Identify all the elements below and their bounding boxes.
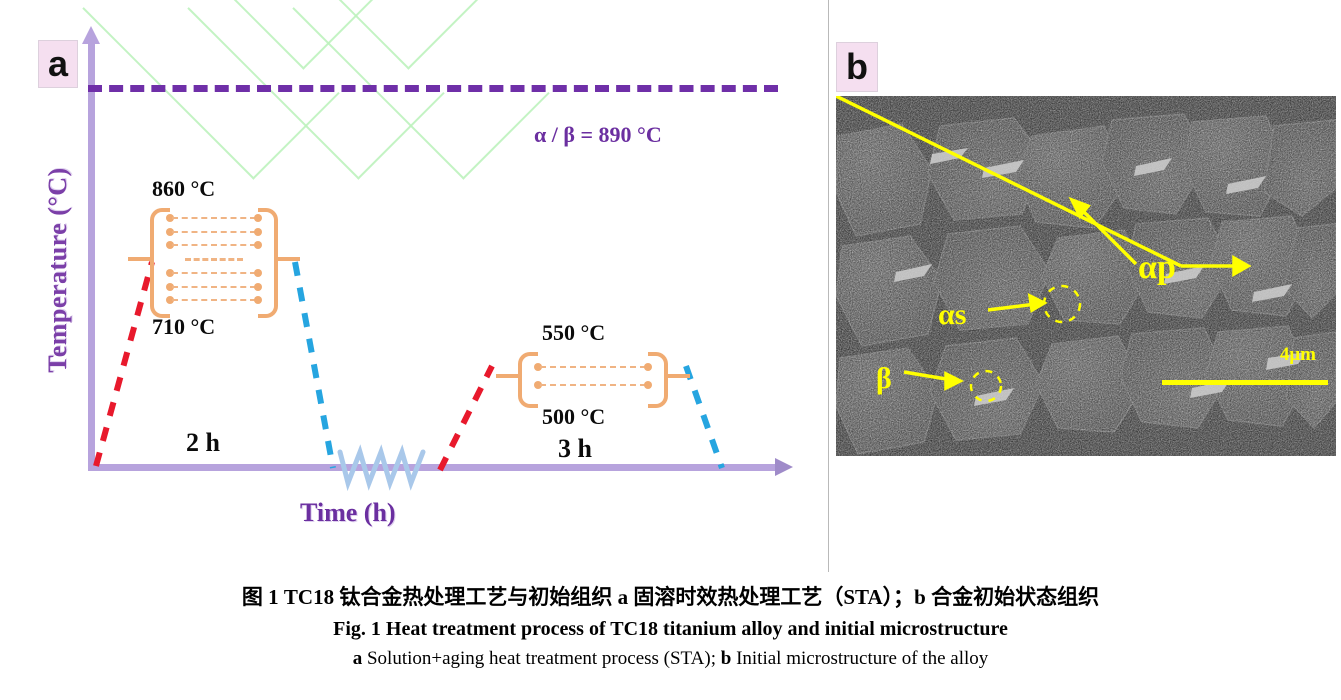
heating-ramp-1 (93, 261, 155, 467)
scale-bar-label: 4μm (1279, 344, 1316, 365)
bracket-right-stub (278, 257, 300, 261)
caption-english-title: Fig. 1 Heat treatment process of TC18 ti… (333, 618, 1008, 640)
soak-row (166, 296, 262, 305)
soak-1-temp-top: 860 °C (152, 176, 216, 201)
figure-caption: 图 1 TC18 钛合金热处理工艺与初始组织 a 固溶时效热处理工艺（STA）；… (0, 580, 1341, 673)
scale-bar-line (1162, 380, 1328, 385)
heating-ramp-2 (437, 364, 495, 472)
soak-row (166, 282, 262, 291)
beta-label: β (876, 362, 892, 395)
caption-sub-b-tag: b (720, 648, 732, 669)
soak-2-hold-duration: 3 h (558, 434, 592, 463)
caption-sub-b-text: Initial microstructure of the alloy (731, 648, 989, 669)
soak-row (166, 241, 262, 250)
bracket-left-edge (518, 352, 538, 408)
process-curve-svg (93, 261, 725, 492)
panel-b-tag: b (836, 42, 878, 92)
caption-sub-a-tag: a (352, 648, 363, 669)
time-break-spring-icon (337, 444, 426, 492)
beta-transus-label: α / β = 890 °C (534, 122, 662, 147)
y-axis (88, 40, 95, 470)
beta-marker-circle (969, 369, 1003, 403)
soak-row-middle (166, 255, 262, 263)
x-axis (88, 464, 778, 471)
caption-chinese: 图 1 TC18 钛合金热处理工艺与初始组织 a 固溶时效热处理工艺（STA）；… (241, 585, 1100, 609)
soak-row (534, 381, 652, 390)
x-axis-arrow-icon (775, 458, 793, 476)
sem-image: αp αs β 4μm (836, 96, 1336, 456)
soak-row (166, 268, 262, 277)
soak-2-temp-top: 550 °C (542, 320, 606, 345)
x-axis-label: Time (h) (300, 498, 396, 527)
panel-a-tag: a (38, 40, 78, 88)
panel-divider (828, 0, 829, 572)
soak-row (166, 213, 262, 222)
panel-a-heat-treatment-chart: a Temperature (°C) Time (h) α / β = 890 … (38, 26, 793, 527)
caption-sub-a-text: Solution+aging heat treatment process (S… (362, 648, 721, 669)
soak-1-temp-bottom: 710 °C (152, 314, 216, 339)
caption-english-sub: a Solution+aging heat treatment process … (0, 644, 1341, 673)
alpha-p-label: αp (1138, 249, 1176, 286)
cooling-ramp-1 (292, 261, 336, 469)
cooling-ramp-2 (683, 365, 725, 469)
y-axis-arrow-icon (82, 26, 100, 44)
bracket-right-stub (668, 374, 690, 378)
bracket-left-stub (128, 257, 150, 261)
beta-transus-line (88, 85, 778, 92)
bracket-right-edge (258, 208, 278, 318)
annotation-arrows (836, 96, 1252, 391)
bracket-left-edge (150, 208, 170, 318)
bracket-right-edge (648, 352, 668, 408)
panel-b-micrograph: b (836, 0, 1341, 572)
soak-row (166, 227, 262, 236)
soak-row (534, 362, 652, 371)
soak-2-bracket (496, 352, 690, 408)
soak-1-bracket (128, 208, 300, 318)
sem-microstructure-graphic: αp αs β (836, 96, 1336, 456)
alpha-s-label: αs (938, 298, 966, 331)
soak-2-temp-bottom: 500 °C (542, 404, 606, 429)
soak-1-hold-duration: 2 h (186, 428, 220, 457)
bracket-left-stub (496, 374, 518, 378)
